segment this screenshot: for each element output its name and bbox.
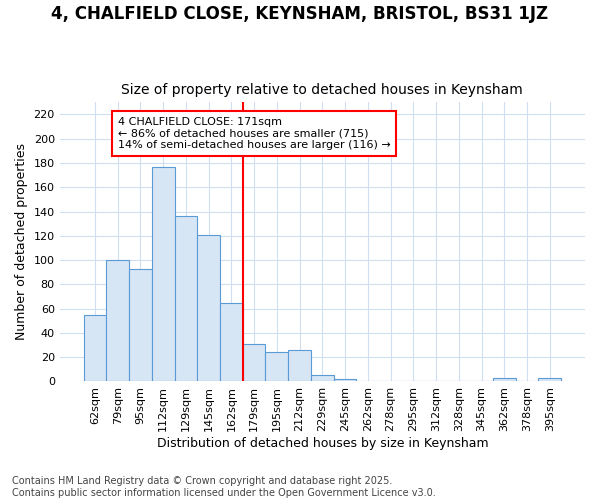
X-axis label: Distribution of detached houses by size in Keynsham: Distribution of detached houses by size … [157,437,488,450]
Bar [106,260,129,382]
Y-axis label: Number of detached properties: Number of detached properties [15,144,28,340]
Bar [311,376,334,382]
Bar [538,378,561,382]
Bar [152,166,175,382]
Bar [288,350,311,382]
Bar [493,378,515,382]
Bar [129,268,152,382]
Bar [220,302,243,382]
Bar [334,379,356,382]
Bar [83,314,106,382]
Text: Contains HM Land Registry data © Crown copyright and database right 2025.
Contai: Contains HM Land Registry data © Crown c… [12,476,436,498]
Text: 4 CHALFIELD CLOSE: 171sqm
← 86% of detached houses are smaller (715)
14% of semi: 4 CHALFIELD CLOSE: 171sqm ← 86% of detac… [118,117,391,150]
Text: 4, CHALFIELD CLOSE, KEYNSHAM, BRISTOL, BS31 1JZ: 4, CHALFIELD CLOSE, KEYNSHAM, BRISTOL, B… [52,5,548,23]
Bar [175,216,197,382]
Title: Size of property relative to detached houses in Keynsham: Size of property relative to detached ho… [121,83,523,97]
Bar [197,234,220,382]
Bar [265,352,288,382]
Bar [243,344,265,382]
